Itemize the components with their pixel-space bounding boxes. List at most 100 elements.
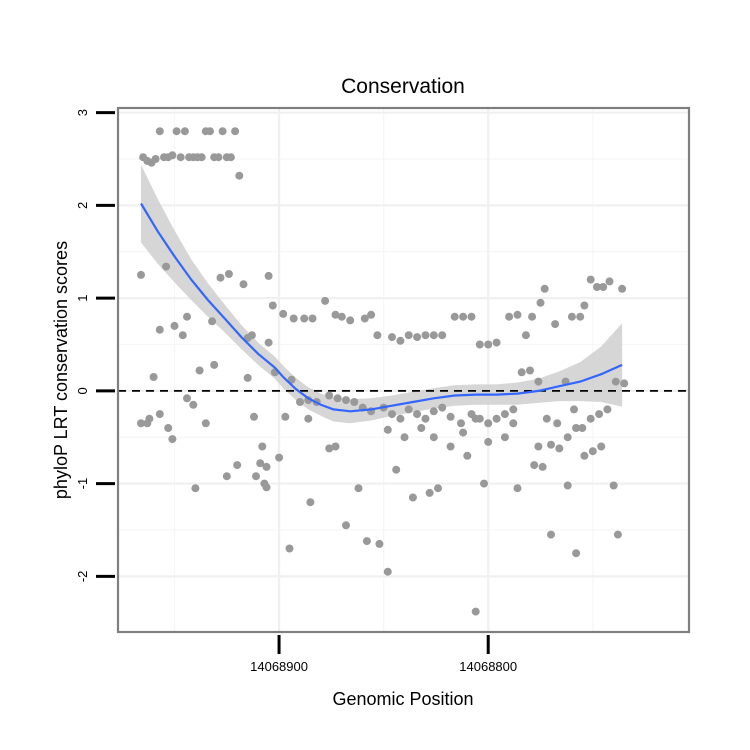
- data-point: [434, 484, 442, 493]
- data-point: [155, 410, 164, 419]
- data-point: [191, 484, 200, 493]
- data-point: [500, 433, 509, 442]
- data-point: [137, 419, 145, 428]
- data-point: [180, 127, 189, 136]
- data-point: [547, 530, 555, 539]
- data-point: [325, 444, 334, 453]
- data-point: [534, 377, 543, 386]
- smooth-trend-line: [140, 202, 623, 413]
- data-point: [275, 453, 284, 462]
- data-point: [578, 424, 587, 432]
- data-point: [500, 410, 509, 419]
- data-point: [137, 270, 145, 279]
- data-point: [264, 271, 273, 280]
- y-tick-label: -2: [75, 571, 90, 583]
- data-point: [450, 312, 459, 321]
- data-point: [446, 412, 455, 421]
- data-point: [208, 317, 217, 326]
- data-point: [396, 414, 405, 423]
- data-point: [595, 410, 604, 419]
- data-point: [553, 419, 562, 428]
- data-point: [425, 488, 434, 497]
- data-point: [331, 442, 340, 451]
- data-point: [588, 447, 597, 456]
- data-point: [528, 312, 537, 321]
- data-point: [609, 481, 618, 490]
- data-point: [429, 433, 438, 442]
- plot-panel-border: [116, 106, 691, 634]
- data-point: [262, 462, 271, 471]
- data-point: [239, 280, 248, 289]
- data-point: [331, 310, 340, 319]
- data-point: [513, 310, 522, 319]
- data-point: [492, 338, 501, 347]
- data-point: [296, 398, 304, 406]
- data-point: [400, 433, 409, 442]
- data-point: [540, 284, 549, 293]
- data-point: [210, 360, 219, 369]
- data-point: [484, 340, 493, 349]
- data-point: [599, 283, 608, 291]
- data-point: [413, 333, 422, 342]
- data-point: [224, 270, 233, 278]
- data-point: [264, 338, 273, 347]
- data-point: [289, 314, 298, 323]
- data-point: [222, 472, 231, 481]
- data-point: [189, 400, 198, 409]
- data-point: [536, 298, 545, 307]
- data-point: [396, 336, 405, 345]
- data-point: [172, 127, 181, 136]
- data-point: [404, 331, 413, 340]
- data-point: [421, 414, 430, 423]
- data-point: [300, 314, 309, 323]
- x-axis: 14068900 14068800: [250, 635, 517, 674]
- data-point: [551, 320, 560, 329]
- data-point: [484, 437, 493, 446]
- y-tick-label: 2: [75, 202, 90, 209]
- data-point: [526, 366, 534, 375]
- data-point: [475, 340, 484, 349]
- data-point: [388, 410, 396, 419]
- data-point: [534, 442, 543, 451]
- data-point: [235, 171, 244, 180]
- data-point: [383, 425, 392, 434]
- data-point: [509, 419, 518, 428]
- y-tick-label: -1: [75, 478, 90, 490]
- data-point: [547, 440, 555, 449]
- data-point: [176, 153, 185, 162]
- data-point: [342, 521, 350, 530]
- data-point: [555, 444, 564, 453]
- data-point: [155, 325, 164, 334]
- data-point: [388, 333, 396, 342]
- data-point: [247, 331, 256, 340]
- data-point: [149, 373, 158, 381]
- data-point: [471, 414, 480, 423]
- data-point: [162, 262, 171, 271]
- y-axis-title: phyloP LRT conservation scores: [51, 241, 71, 499]
- data-point: [262, 483, 271, 492]
- data-point: [438, 331, 447, 340]
- data-point: [256, 459, 265, 468]
- data-point: [231, 127, 240, 136]
- data-points: [137, 127, 629, 616]
- data-point: [206, 127, 214, 136]
- data-point: [413, 410, 422, 419]
- data-point: [563, 433, 572, 442]
- data-point: [183, 394, 191, 403]
- data-point: [611, 377, 620, 386]
- data-point: [362, 537, 371, 546]
- data-point: [417, 424, 426, 432]
- data-point: [170, 321, 179, 330]
- data-point: [342, 396, 350, 405]
- data-point: [484, 419, 493, 428]
- data-point: [459, 312, 468, 321]
- y-tick-label: 1: [75, 294, 90, 301]
- y-tick-label: 0: [75, 387, 90, 394]
- data-point: [168, 435, 177, 444]
- data-point: [243, 373, 252, 382]
- confidence-ribbon: [141, 164, 623, 424]
- data-point: [517, 368, 526, 377]
- data-point: [346, 316, 355, 325]
- data-point: [480, 479, 488, 488]
